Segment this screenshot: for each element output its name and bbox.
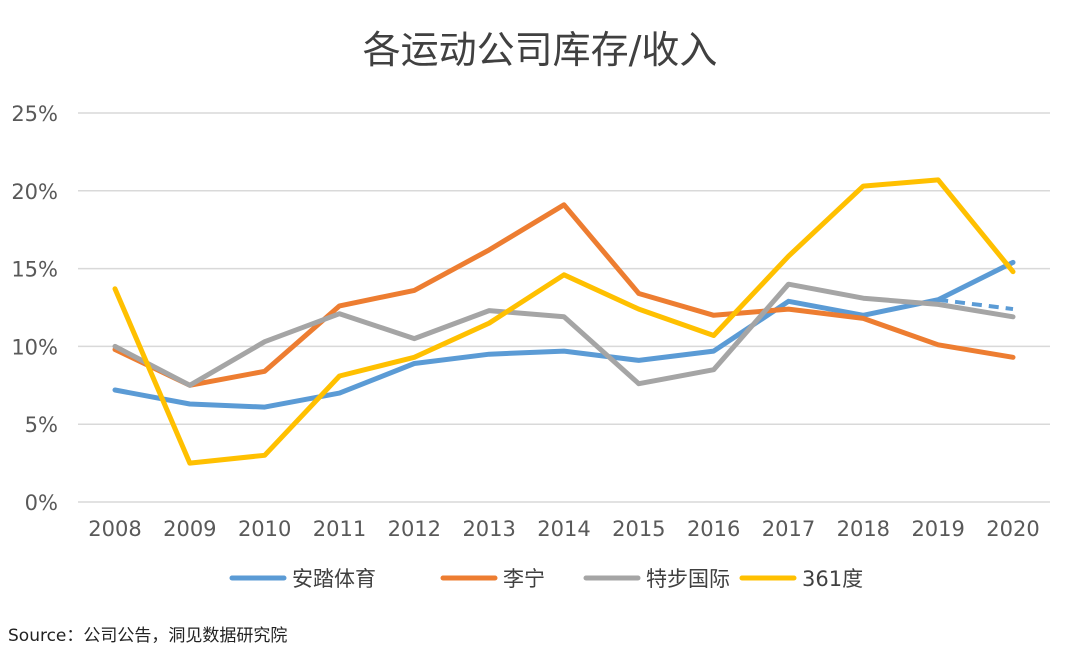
series-dashed-segment (937, 297, 1014, 312)
y-tick-label: 20% (11, 180, 58, 204)
legend-label: 安踏体育 (292, 567, 376, 591)
y-tick-label: 15% (11, 258, 58, 282)
x-tick-label: 2011 (313, 517, 366, 541)
line-chart: 各运动公司库存/收入 0% 5% 10% 15% 20% 25% 2008 2009 2010… (11, 28, 1050, 591)
legend-label: 李宁 (503, 567, 545, 591)
x-tick-label: 2018 (837, 517, 890, 541)
source-note: Source：公司公告，洞见数据研究院 (8, 626, 288, 646)
x-tick-label: 2014 (537, 517, 590, 541)
legend-label: 361度 (802, 567, 863, 591)
y-tick-label: 10% (11, 335, 58, 359)
y-tick-label: 5% (25, 413, 58, 437)
x-tick-label: 2009 (163, 517, 216, 541)
x-tick-label: 2010 (238, 517, 291, 541)
x-tick-label: 2020 (986, 517, 1039, 541)
legend: 安踏体育 李宁 特步国际 361度 (229, 567, 863, 591)
series-line (112, 202, 1016, 388)
x-axis-ticks: 2008 2009 2010 2011 2012 2013 2014 2015 2016 2017… (88, 517, 1039, 541)
x-tick-label: 2015 (612, 517, 665, 541)
y-tick-label: 25% (11, 102, 58, 126)
x-tick-label: 2017 (762, 517, 815, 541)
x-tick-label: 2012 (388, 517, 441, 541)
y-axis-ticks: 0% 5% 10% 15% 20% 25% (11, 102, 58, 515)
x-tick-label: 2013 (462, 517, 515, 541)
series-line (112, 259, 1016, 410)
y-tick-label: 0% (25, 491, 58, 515)
x-tick-label: 2008 (88, 517, 141, 541)
legend-label: 特步国际 (646, 567, 730, 591)
series-lines (112, 177, 1016, 466)
series-line (112, 281, 1016, 388)
gridlines (78, 112, 1050, 503)
chart-title: 各运动公司库存/收入 (363, 28, 718, 72)
x-tick-label: 2016 (687, 517, 740, 541)
series-line (112, 177, 1016, 466)
x-tick-label: 2019 (911, 517, 964, 541)
